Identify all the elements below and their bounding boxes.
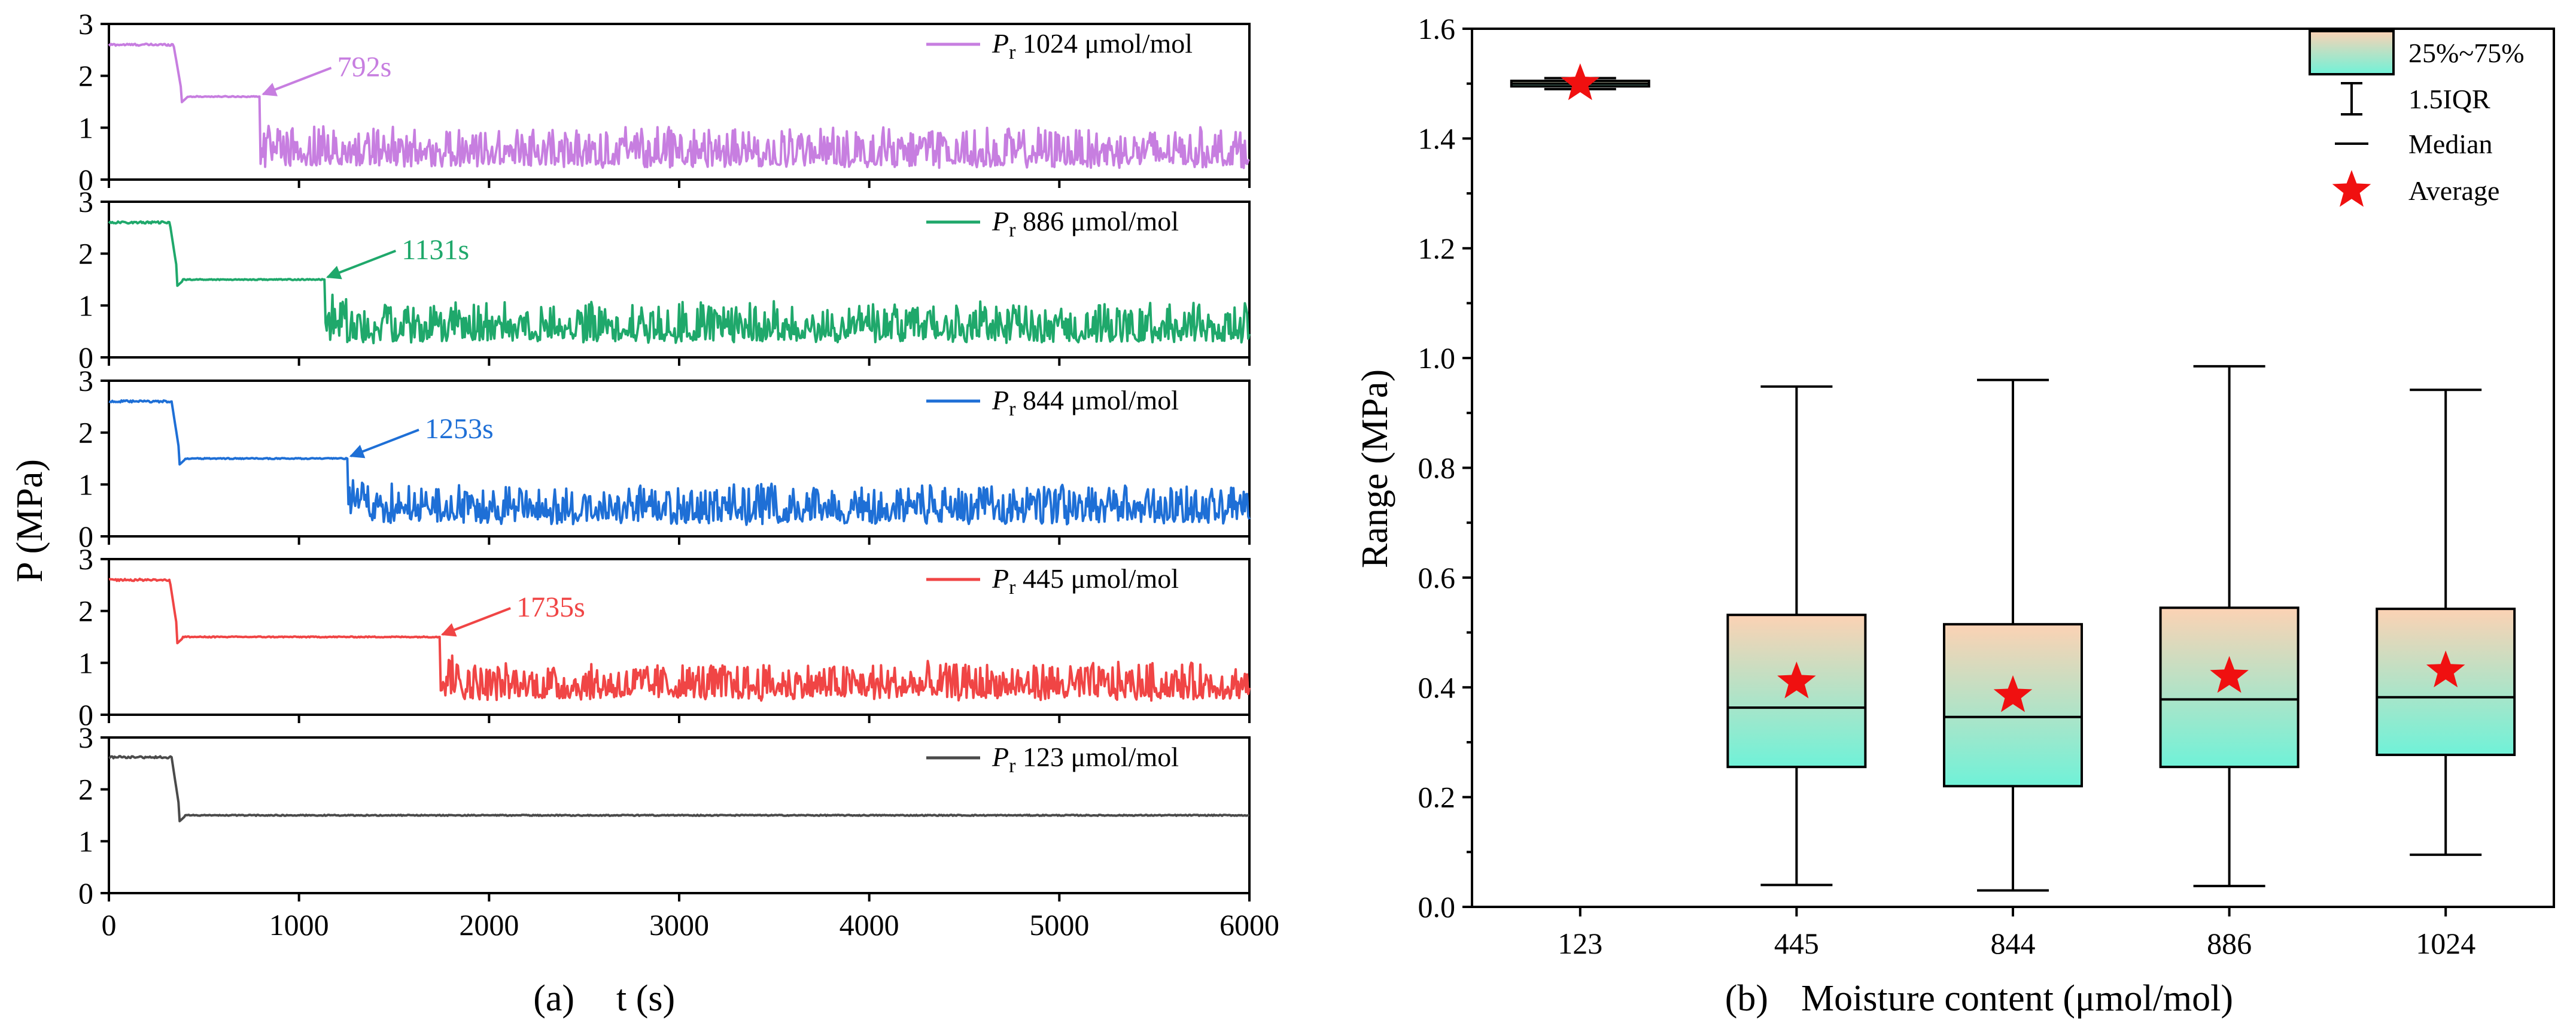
y-tick-label: 0: [78, 520, 93, 553]
panel-b-xlabel: Moisture content (μmol/mol): [1801, 978, 2233, 1019]
y-tick-label: 0: [78, 163, 93, 196]
x-tick-label: 0: [102, 908, 117, 942]
iqr-box: [2159, 606, 2300, 769]
x-tick-label: 4000: [840, 908, 899, 942]
annotation-arrow: [349, 429, 419, 459]
legend-label: Pr 886 μmol/mol: [992, 206, 1179, 241]
panel-a-xlabel: t (s): [616, 978, 675, 1019]
line-subplot-4: 0 1 2 3 0 1000 2000 3000 4000 5000 6000 Pr 123 μmol…: [78, 721, 1279, 942]
x-tick-label: 3000: [649, 908, 709, 942]
mean-star: [1561, 63, 1600, 101]
series-line: [108, 755, 1250, 822]
legend-label: 25%~75%: [2408, 38, 2525, 68]
x-tick-label: 445: [1774, 927, 1819, 960]
y-tick-label: 0.2: [1418, 781, 1456, 814]
y-tick-label: 0.0: [1418, 890, 1456, 924]
y-tick-label: 2: [78, 59, 93, 93]
legend-label: Pr 1024 μmol/mol: [992, 28, 1193, 63]
mean-star: [1993, 675, 2033, 712]
series-line: [108, 399, 1251, 526]
y-tick-label: 0: [78, 698, 93, 731]
annotation-arrow: [440, 607, 511, 637]
panel-a-label: (a): [533, 978, 574, 1019]
x-tick-label: 6000: [1219, 908, 1279, 942]
panel-a-stacked-line-plots: 0 1 2 3 Pr 1024 μmol/mol 792s 0 1 2 3 Pr 886 μmol/…: [78, 7, 1279, 942]
y-tick-label: 1.6: [1418, 12, 1456, 45]
annotation-label: 792s: [337, 51, 392, 83]
legend-box-swatch: [2309, 30, 2395, 75]
y-tick-label: 0: [78, 341, 93, 374]
y-tick-label: 1: [78, 646, 93, 679]
series-line: [108, 43, 1250, 169]
y-tick-label: 2: [78, 773, 93, 806]
legend-label: Pr 123 μmol/mol: [992, 742, 1179, 777]
y-tick-label: 2: [78, 594, 93, 628]
annotation-arrow: [326, 250, 397, 280]
mean-star: [2426, 650, 2465, 688]
y-tick-label: 1.4: [1418, 122, 1456, 155]
box-445: [1726, 385, 1867, 887]
iqr-box: [2376, 608, 2516, 757]
y-tick-label: 3: [78, 185, 93, 218]
mean-star: [2210, 655, 2249, 693]
box-844: [1943, 378, 2083, 892]
iqr-box: [1943, 623, 2083, 788]
x-tick-label: 844: [1991, 927, 2036, 960]
legend-mean-swatch: [2332, 170, 2371, 207]
iqr-box: [1726, 614, 1867, 769]
annotation-label: 1253s: [425, 413, 494, 445]
box-123: [1510, 63, 1650, 101]
series-line: [108, 578, 1251, 702]
y-tick-label: 1: [78, 468, 93, 501]
y-tick-label: 2: [78, 237, 93, 271]
y-tick-label: 1.0: [1418, 341, 1456, 375]
x-tick-label: 1000: [269, 908, 329, 942]
line-subplot-2: 0 1 2 3 Pr 844 μmol/mol 1253s: [78, 364, 1251, 553]
y-tick-label: 0.8: [1418, 451, 1456, 485]
x-tick-label: 1024: [2416, 927, 2475, 960]
x-tick-label: 123: [1558, 927, 1602, 960]
y-tick-label: 0.4: [1418, 670, 1456, 704]
y-tick-label: 1.2: [1418, 232, 1456, 265]
x-tick-label: 5000: [1029, 908, 1089, 942]
panel-b-box-plot: 0.0 0.2 0.4 0.6 0.8 1.0 1.2 1.4 1.6 123 445 844 886 1…: [1418, 12, 2555, 960]
y-tick-label: 1: [78, 824, 93, 858]
panel-b-ylabel: Range (MPa): [1355, 369, 1395, 568]
y-tick-label: 3: [78, 721, 93, 754]
legend: 25%~75% 1.5IQR Median Average: [2309, 30, 2525, 207]
annotation-label: 1735s: [516, 591, 585, 623]
x-tick-label: 886: [2207, 927, 2252, 960]
annotation-arrow: [261, 66, 332, 96]
box-1024: [2376, 388, 2516, 856]
legend-label: Median: [2408, 129, 2493, 159]
line-subplot-3: 0 1 2 3 Pr 445 μmol/mol 1735s: [78, 542, 1251, 731]
box-886: [2159, 365, 2300, 888]
legend-label: 1.5IQR: [2408, 84, 2490, 114]
y-tick-label: 3: [78, 7, 93, 41]
y-tick-label: 1: [78, 111, 93, 144]
legend-label: Average: [2408, 175, 2499, 206]
legend-label: Pr 445 μmol/mol: [992, 563, 1179, 599]
y-tick-label: 0: [78, 876, 93, 910]
y-tick-label: 0.6: [1418, 561, 1456, 594]
y-tick-label: 1: [78, 289, 93, 322]
panel-b-label: (b): [1725, 978, 1768, 1019]
y-tick-label: 2: [78, 416, 93, 450]
x-tick-label: 2000: [459, 908, 519, 942]
panel-a-ylabel: P (MPa): [10, 459, 50, 582]
mean-star: [1777, 661, 1816, 699]
y-tick-label: 3: [78, 364, 93, 397]
annotation-label: 1131s: [402, 234, 469, 266]
line-subplot-1: 0 1 2 3 Pr 886 μmol/mol 1131s: [78, 185, 1251, 374]
series-line: [108, 220, 1251, 345]
legend-label: Pr 844 μmol/mol: [992, 385, 1179, 420]
line-subplot-0: 0 1 2 3 Pr 1024 μmol/mol 792s: [78, 7, 1251, 196]
y-tick-label: 3: [78, 542, 93, 576]
